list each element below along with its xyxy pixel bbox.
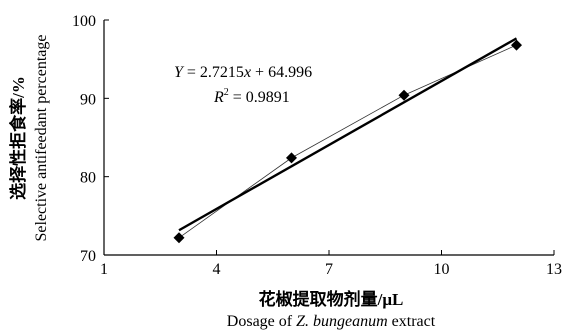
x-tick-label: 10 bbox=[434, 261, 450, 278]
x-axis-label-cn: 花椒提取物剂量/μL bbox=[259, 289, 404, 309]
plot-marks bbox=[173, 37, 522, 244]
y-tick-label: 100 bbox=[72, 13, 96, 30]
data-point bbox=[511, 39, 522, 51]
x-axis-label-en: Dosage of Z. bungeanum extract bbox=[227, 313, 436, 330]
x-tick-label: 1 bbox=[100, 261, 108, 278]
y-tick-label: 80 bbox=[80, 170, 96, 187]
y-ticks: 70 80 90 100 bbox=[72, 13, 109, 265]
regression-equation: Y = 2.7215x + 64.996 bbox=[174, 64, 312, 81]
data-point bbox=[286, 152, 297, 164]
x-ticks: 1 4 7 10 13 bbox=[100, 250, 562, 278]
data-point bbox=[173, 232, 185, 244]
r-squared-label: R2 = 0.9891 bbox=[213, 87, 290, 106]
data-point bbox=[398, 89, 410, 101]
y-axis-label-cn: 选择性拒食率/% bbox=[8, 76, 28, 200]
x-tick-label: 7 bbox=[325, 261, 333, 278]
regression-line bbox=[178, 37, 518, 232]
x-tick-label: 13 bbox=[546, 261, 562, 278]
y-tick-label: 70 bbox=[80, 248, 96, 265]
y-axis-label-en: Selective antifeedant percentage bbox=[33, 35, 50, 242]
y-tick-label: 90 bbox=[80, 91, 96, 108]
x-tick-label: 4 bbox=[213, 261, 221, 278]
